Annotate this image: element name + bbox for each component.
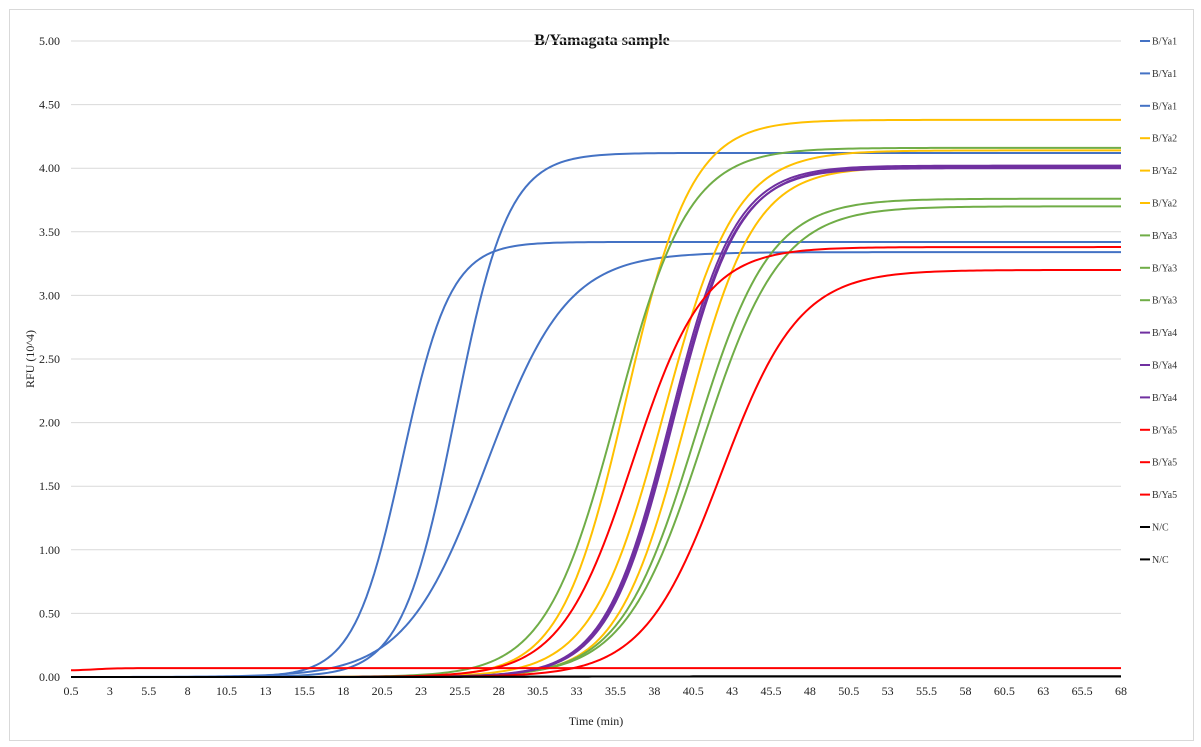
series-line-4 bbox=[71, 118, 1121, 678]
x-tick-label: 50.5 bbox=[838, 684, 859, 698]
legend-label: B/Ya3 bbox=[1152, 296, 1177, 307]
legend-label: B/Ya4 bbox=[1152, 328, 1177, 339]
series-line-15 bbox=[70, 667, 1121, 672]
series-line-6 bbox=[71, 165, 1121, 678]
legend-label: B/Ya4 bbox=[1152, 361, 1177, 372]
legend-item: N/C bbox=[1140, 523, 1169, 534]
x-tick-label: 68 bbox=[1115, 684, 1127, 698]
x-tick-label: 35.5 bbox=[605, 684, 626, 698]
legend-item: B/Ya5 bbox=[1140, 490, 1177, 501]
series-lines bbox=[70, 118, 1122, 678]
legend-item: B/Ya4 bbox=[1140, 361, 1177, 372]
y-tick-label: 0.50 bbox=[39, 606, 60, 620]
x-axis-ticks: 0.5 3 5.5 8 10.5 13 15.5 18 20.5 23 25.5 28 30.5 33 35… bbox=[64, 676, 1127, 698]
x-tick-label: 43 bbox=[726, 684, 738, 698]
series-line-12 bbox=[71, 165, 1121, 678]
legend-label: B/Ya2 bbox=[1152, 134, 1177, 145]
series-line-2 bbox=[71, 240, 1121, 678]
x-tick-label: 55.5 bbox=[916, 684, 937, 698]
y-tick-label: 1.00 bbox=[39, 543, 60, 557]
legend-item: B/Ya2 bbox=[1140, 134, 1177, 145]
legend-label: B/Ya4 bbox=[1152, 393, 1177, 404]
legend-item: B/Ya5 bbox=[1140, 458, 1177, 469]
chart-frame: B/Yamagata sample RFU (10^4) Time (min) … bbox=[9, 9, 1194, 741]
legend-label: B/Ya2 bbox=[1152, 166, 1177, 177]
legend-label: B/Ya1 bbox=[1152, 69, 1177, 80]
x-tick-label: 53 bbox=[882, 684, 894, 698]
y-tick-label: 4.50 bbox=[39, 98, 60, 112]
x-tick-label: 0.5 bbox=[64, 684, 79, 698]
y-tick-label: 3.00 bbox=[39, 288, 60, 302]
x-tick-label: 15.5 bbox=[294, 684, 315, 698]
legend-label: N/C bbox=[1152, 555, 1169, 566]
x-tick-label: 30.5 bbox=[527, 684, 548, 698]
x-tick-label: 45.5 bbox=[761, 684, 782, 698]
x-tick-label: 28 bbox=[493, 684, 505, 698]
x-tick-label: 58 bbox=[959, 684, 971, 698]
series-line-14 bbox=[71, 268, 1122, 678]
legend-item: B/Ya5 bbox=[1140, 425, 1177, 436]
series-line-7 bbox=[71, 146, 1121, 678]
y-tick-label: 5.00 bbox=[39, 34, 60, 48]
legend-item: B/Ya4 bbox=[1140, 328, 1177, 339]
x-tick-label: 60.5 bbox=[994, 684, 1015, 698]
series-line-3 bbox=[70, 251, 1121, 678]
legend-label: B/Ya2 bbox=[1152, 199, 1177, 210]
x-tick-label: 48 bbox=[804, 684, 816, 698]
y-tick-label: 3.50 bbox=[39, 225, 60, 239]
legend-label: B/Ya3 bbox=[1152, 231, 1177, 242]
x-tick-label: 33 bbox=[571, 684, 583, 698]
legend-item: B/Ya2 bbox=[1140, 166, 1177, 177]
y-tick-label: 0.00 bbox=[39, 670, 60, 684]
x-tick-label: 65.5 bbox=[1072, 684, 1093, 698]
x-tick-label: 3 bbox=[107, 684, 113, 698]
x-tick-label: 40.5 bbox=[683, 684, 704, 698]
x-tick-label: 25.5 bbox=[449, 684, 470, 698]
series-line-17 bbox=[71, 675, 1121, 678]
legend: B/Ya1 B/Ya1 B/Ya1 B/Ya2 B/Ya2 B/Ya2 B/Ya3 B/Ya3… bbox=[1140, 37, 1177, 566]
legend-item: N/C bbox=[1140, 555, 1169, 566]
x-tick-label: 8 bbox=[185, 684, 191, 698]
y-tick-label: 4.00 bbox=[39, 161, 60, 175]
legend-label: B/Ya5 bbox=[1152, 425, 1177, 436]
legend-item: B/Ya4 bbox=[1140, 393, 1177, 404]
legend-item: B/Ya1 bbox=[1140, 69, 1177, 80]
x-axis-title: Time (min) bbox=[569, 714, 624, 728]
legend-label: N/C bbox=[1152, 523, 1169, 534]
grid-lines bbox=[71, 40, 1121, 678]
legend-label: B/Ya1 bbox=[1152, 101, 1177, 112]
legend-item: B/Ya3 bbox=[1140, 231, 1177, 242]
series-line-5 bbox=[71, 149, 1121, 678]
legend-label: B/Ya3 bbox=[1152, 263, 1177, 274]
x-tick-label: 13 bbox=[259, 684, 271, 698]
x-tick-label: 63 bbox=[1037, 684, 1049, 698]
y-axis-title: RFU (10^4) bbox=[23, 330, 37, 388]
x-tick-label: 38 bbox=[648, 684, 660, 698]
y-axis-ticks: 0.00 0.50 1.00 1.50 2.00 2.50 3.00 3.50 4.00 4.50… bbox=[39, 34, 60, 684]
x-tick-label: 23 bbox=[415, 684, 427, 698]
legend-item: B/Ya2 bbox=[1140, 199, 1177, 210]
series-line-13 bbox=[71, 246, 1121, 678]
legend-label: B/Ya5 bbox=[1152, 490, 1177, 501]
x-tick-label: 20.5 bbox=[372, 684, 393, 698]
y-tick-label: 2.50 bbox=[39, 352, 60, 366]
legend-label: B/Ya5 bbox=[1152, 458, 1177, 469]
y-tick-label: 1.50 bbox=[39, 479, 60, 493]
x-tick-label: 5.5 bbox=[141, 684, 156, 698]
legend-item: B/Ya3 bbox=[1140, 296, 1177, 307]
legend-item: B/Ya1 bbox=[1140, 37, 1177, 48]
x-tick-label: 18 bbox=[337, 684, 349, 698]
chart-svg: B/Yamagata sample RFU (10^4) Time (min) … bbox=[23, 32, 1177, 728]
legend-label: B/Ya1 bbox=[1152, 37, 1177, 48]
x-tick-label: 10.5 bbox=[216, 684, 237, 698]
legend-item: B/Ya3 bbox=[1140, 263, 1177, 274]
y-tick-label: 2.00 bbox=[39, 416, 60, 430]
legend-item: B/Ya1 bbox=[1140, 101, 1177, 112]
